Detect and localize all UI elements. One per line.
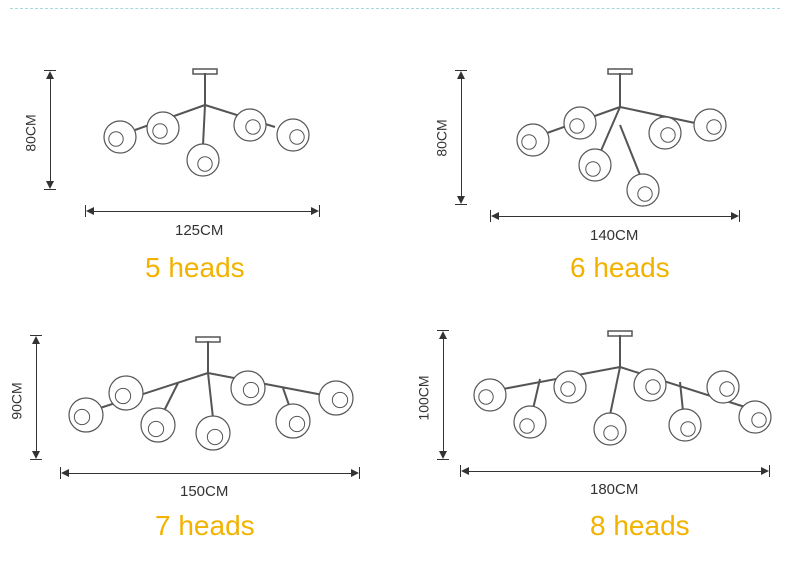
vertical-dim-label: 80CM bbox=[23, 114, 39, 151]
diagram-grid: 80CM 125CM 5 heads 80CM 140CM 6 heads 90… bbox=[0, 30, 790, 580]
heads-label: 5 heads bbox=[145, 252, 245, 284]
horizontal-dim-label: 150CM bbox=[180, 483, 228, 500]
horizontal-dim-label: 180CM bbox=[590, 481, 638, 498]
vertical-dimension bbox=[437, 330, 449, 460]
vertical-dimension bbox=[30, 335, 42, 460]
top-dashed-border bbox=[10, 8, 780, 9]
panel-5-heads: 80CM 125CM 5 heads bbox=[0, 30, 395, 305]
chandelier-6 bbox=[485, 65, 745, 215]
heads-label: 8 heads bbox=[590, 510, 690, 542]
vertical-dim-label: 90CM bbox=[9, 382, 25, 419]
vertical-dim-label: 80CM bbox=[434, 119, 450, 156]
horizontal-dimension bbox=[490, 210, 740, 222]
heads-label: 7 heads bbox=[155, 510, 255, 542]
vertical-dim-label: 100CM bbox=[416, 375, 432, 420]
panel-8-heads: 100CM 180CM 8 heads bbox=[395, 305, 790, 580]
panel-7-heads: 90CM 150CM 7 heads bbox=[0, 305, 395, 580]
panel-6-heads: 80CM 140CM 6 heads bbox=[395, 30, 790, 305]
horizontal-dimension bbox=[460, 465, 770, 477]
chandelier-7 bbox=[48, 333, 368, 463]
horizontal-dim-label: 140CM bbox=[590, 227, 638, 244]
chandelier-8 bbox=[455, 327, 785, 457]
horizontal-dimension bbox=[85, 205, 320, 217]
chandelier-5 bbox=[75, 65, 335, 195]
heads-label: 6 heads bbox=[570, 252, 670, 284]
vertical-dimension bbox=[44, 70, 56, 190]
horizontal-dim-label: 125CM bbox=[175, 222, 223, 239]
vertical-dimension bbox=[455, 70, 467, 205]
horizontal-dimension bbox=[60, 467, 360, 479]
